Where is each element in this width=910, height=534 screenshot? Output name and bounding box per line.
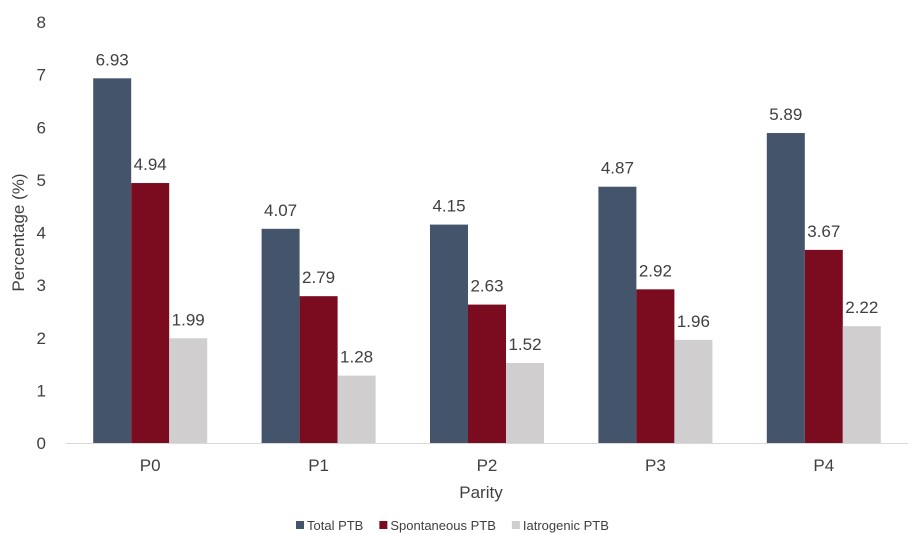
y-tick-label: 5 (37, 171, 46, 190)
legend: Total PTB Spontaneous PTB Iatrogenic PTB (296, 518, 609, 533)
x-axis-title: Parity (459, 483, 503, 502)
data-label: 4.15 (432, 197, 465, 216)
bar-p0-2 (131, 183, 170, 443)
y-tick-label: 7 (37, 66, 46, 85)
x-tick-label: P1 (308, 456, 329, 475)
data-label: 4.87 (601, 159, 634, 178)
bar-p1-2 (299, 296, 338, 443)
bar-p0-3 (169, 338, 208, 443)
legend-swatch (511, 521, 520, 529)
data-label: 3.67 (807, 222, 840, 241)
x-tick-label: P0 (140, 456, 161, 475)
bar-p2-1 (430, 224, 468, 443)
data-label: 2.79 (302, 268, 335, 287)
bar-p3-1 (598, 186, 637, 443)
bar-p4-2 (804, 249, 843, 443)
data-label: 4.94 (134, 155, 167, 174)
data-label: 2.22 (845, 298, 878, 317)
y-tick-label: 6 (37, 118, 46, 137)
data-label: 6.93 (96, 50, 129, 69)
data-label: 4.07 (264, 201, 297, 220)
legend-label: Spontaneous PTB (390, 518, 496, 533)
y-tick-label: 0 (37, 434, 46, 453)
x-tick-label: P4 (813, 456, 834, 475)
data-label: 2.92 (639, 261, 672, 280)
data-labels: 6.93 4.94 1.99 4.07 2.79 1.28 4.15 2.63 1.52 4.87… (96, 50, 879, 366)
y-axis-title: Percentage (%) (9, 173, 28, 291)
y-tick-label: 1 (37, 381, 46, 400)
x-tick-label: P2 (477, 456, 498, 475)
data-label: 1.96 (677, 312, 710, 331)
data-label: 1.52 (508, 335, 541, 354)
y-axis-ticks: 0 1 2 3 4 5 6 7 8 (37, 13, 46, 453)
bars (93, 78, 881, 443)
bar-p3-3 (674, 339, 713, 443)
y-tick-label: 3 (37, 276, 46, 295)
bar-p2-2 (468, 304, 506, 443)
y-tick-label: 2 (37, 329, 46, 348)
bar-p1-3 (337, 375, 376, 443)
bar-p0-1 (93, 78, 132, 443)
bar-p3-2 (636, 289, 675, 443)
x-tick-label: P3 (645, 456, 666, 475)
bar-p4-3 (842, 326, 881, 443)
y-tick-label: 4 (37, 224, 46, 243)
data-label: 2.63 (470, 277, 503, 296)
legend-swatch (379, 521, 388, 529)
data-label: 5.89 (769, 105, 802, 124)
x-axis-ticks: P0 P1 P2 P3 P4 (140, 456, 834, 475)
y-tick-label: 8 (37, 13, 46, 32)
data-label: 1.99 (172, 310, 205, 329)
legend-label: Iatrogenic PTB (523, 518, 609, 533)
legend-label: Total PTB (307, 518, 363, 533)
legend-swatch (296, 521, 304, 529)
bar-p1-1 (261, 228, 300, 443)
bar-p4-1 (766, 133, 805, 443)
data-label: 1.28 (340, 348, 373, 367)
bar-p2-3 (506, 363, 544, 443)
